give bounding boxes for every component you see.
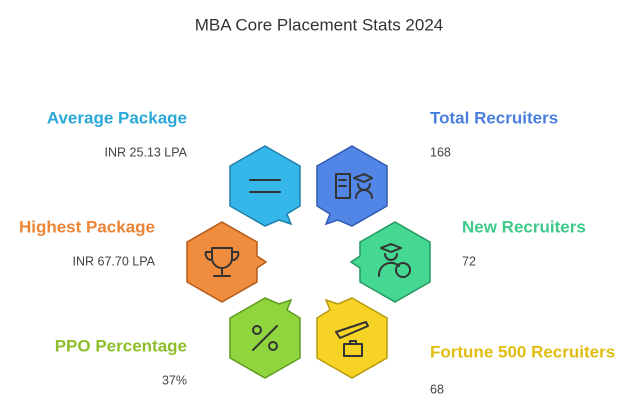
hexagon xyxy=(316,297,388,379)
hexagon xyxy=(186,221,268,303)
hexagon xyxy=(229,297,301,379)
item-label: Fortune 500 Recruiters xyxy=(430,342,615,361)
item-label: Total Recruiters xyxy=(430,108,558,127)
item-value: 168 xyxy=(430,145,451,159)
item-value: 72 xyxy=(462,254,476,268)
item-value: 37% xyxy=(162,373,187,387)
item-label: Highest Package xyxy=(19,217,155,236)
item-value: 68 xyxy=(430,382,444,396)
item-value: INR 25.13 LPA xyxy=(105,145,188,159)
item-label: PPO Percentage xyxy=(55,336,187,355)
item-label: New Recruiters xyxy=(462,217,586,236)
title: MBA Core Placement Stats 2024 xyxy=(195,15,444,34)
hexagon xyxy=(316,145,388,227)
hexagon xyxy=(349,221,431,303)
item-value: INR 67.70 LPA xyxy=(73,254,156,268)
item-label: Average Package xyxy=(47,108,187,127)
hexagon xyxy=(229,145,301,227)
